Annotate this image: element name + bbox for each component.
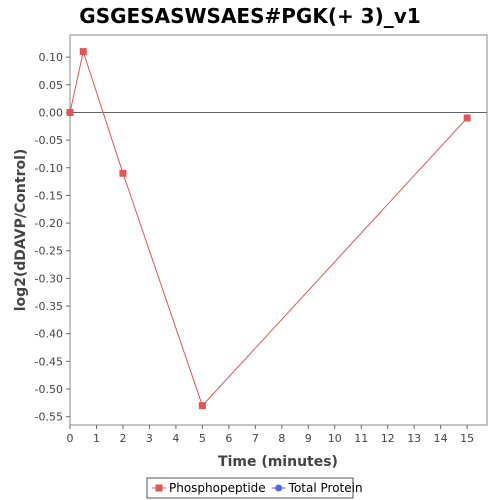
series-points xyxy=(66,48,471,410)
x-tick-label: 10 xyxy=(328,432,342,445)
x-tick-label: 7 xyxy=(252,432,259,445)
plot-area xyxy=(69,34,488,426)
x-tick-label: 3 xyxy=(146,432,153,445)
y-tick-label: 0.00 xyxy=(39,106,64,119)
x-tick-label: 5 xyxy=(199,432,206,445)
x-tick-label: 14 xyxy=(434,432,448,445)
y-tick-label: -0.15 xyxy=(35,189,63,202)
x-axis: 0 1 2 3 4 5 6 7 8 9 10 11 12 13 14 15 xyxy=(67,425,474,445)
y-tick-label: -0.45 xyxy=(35,355,63,368)
x-tick-label: 13 xyxy=(407,432,421,445)
x-tick-label: 4 xyxy=(172,432,179,445)
y-tick-label: -0.35 xyxy=(35,300,63,313)
x-axis-label: Time (minutes) xyxy=(218,454,338,470)
chart-title: GSGESASWSAES#PGK(+ 3)_v1 xyxy=(79,4,420,28)
x-tick-label: 12 xyxy=(381,432,395,445)
y-tick-label: -0.50 xyxy=(35,383,63,396)
x-tick-label: 6 xyxy=(225,432,232,445)
y-tick-label: 0.10 xyxy=(39,51,64,64)
data-point xyxy=(66,108,74,116)
legend-marker xyxy=(155,484,163,492)
y-tick-label: -0.20 xyxy=(35,217,63,230)
x-tick-label: 9 xyxy=(305,432,312,445)
data-point xyxy=(463,114,471,122)
legend-box xyxy=(146,477,354,499)
x-tick-label: 15 xyxy=(460,432,474,445)
x-tick-label: 1 xyxy=(93,432,100,445)
x-tick-label: 0 xyxy=(67,432,74,445)
legend-label: Phosphopeptide xyxy=(169,481,266,495)
y-tick-label: -0.30 xyxy=(35,272,63,285)
x-tick-label: 8 xyxy=(278,432,285,445)
y-tick-label: -0.25 xyxy=(35,245,63,258)
data-point xyxy=(119,169,127,177)
data-point xyxy=(198,402,206,410)
y-tick-label: -0.10 xyxy=(35,162,63,175)
legend: Phosphopeptide Total Protein xyxy=(146,477,363,499)
legend-label: Total Protein xyxy=(288,481,363,495)
data-point xyxy=(79,48,87,56)
legend-marker xyxy=(275,484,283,492)
x-tick-label: 11 xyxy=(354,432,368,445)
y-tick-label: -0.05 xyxy=(35,134,63,147)
y-tick-label: 0.05 xyxy=(39,79,64,92)
x-tick-label: 2 xyxy=(119,432,126,445)
y-tick-label: -0.55 xyxy=(35,411,63,424)
y-axis-label: log2(dDAVP/Control) xyxy=(13,149,29,312)
y-axis: 0.10 0.05 0.00 -0.05 -0.10 -0.15 -0.20 -0.25 -0.… xyxy=(35,51,70,424)
y-tick-label: -0.40 xyxy=(35,328,63,341)
